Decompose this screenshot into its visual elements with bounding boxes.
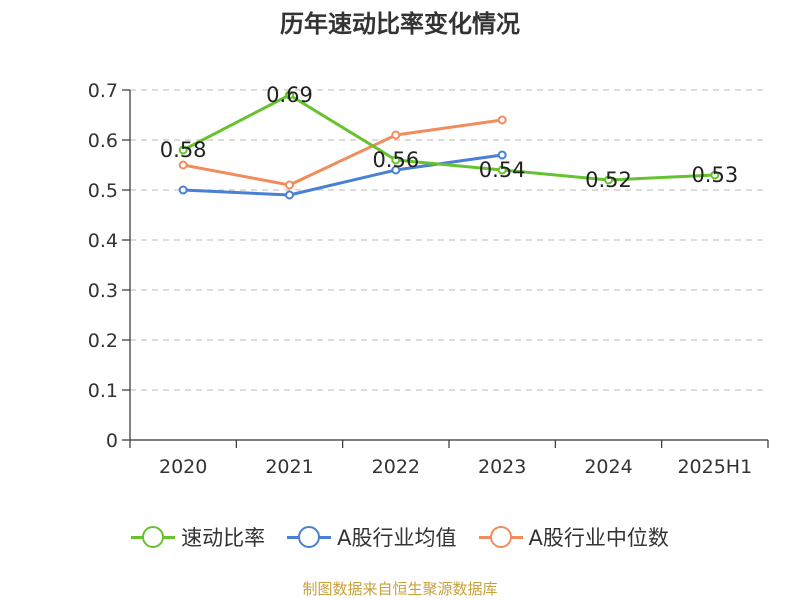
x-tick-label: 2023 [478,456,526,478]
data-point [178,160,188,170]
series-line [181,153,504,197]
data-point [497,115,507,125]
legend-item: A股行业中位数 [478,522,669,552]
series-line [181,93,717,182]
data-labels: 0.58 0.69 0.56 0.54 0.52 0.53 [160,83,738,192]
legend-swatch [131,524,176,550]
series-line [181,118,504,187]
data-label: 0.58 [160,138,207,162]
legend-item: A股行业均值 [287,522,457,552]
data-point [391,130,401,140]
grid-lines [130,89,768,391]
legend-label: A股行业中位数 [528,526,669,550]
data-point [285,190,294,200]
data-point [178,145,188,155]
y-tick-label: 0.7 [88,80,118,102]
data-point [178,185,188,195]
y-tick-label: 0.3 [88,280,118,302]
x-tick-label: 2022 [372,456,420,478]
data-point [710,170,720,180]
y-tick-label: 0.4 [88,230,118,252]
y-tick-label: 0.2 [88,330,118,352]
data-point [285,180,294,190]
y-tick-label: 0.6 [88,130,118,152]
legend-swatch [478,524,523,550]
data-point [497,150,507,160]
legend-swatch [287,524,332,550]
data-label: 0.53 [691,163,738,187]
data-label: 0.52 [585,168,632,192]
data-point [604,175,613,185]
x-tick-label: 2020 [159,456,207,478]
data-point [497,165,507,175]
legend-marker [298,526,321,548]
data-point [391,165,401,175]
legend-label: 速动比率 [181,526,266,550]
legend-item: 速动比率 [131,522,265,552]
x-tick-label: 2021 [265,456,313,478]
y-tick-label: 0 [106,430,118,452]
axes: 0 0.1 0.2 0.3 0.4 0.5 0.6 0.7 2020 2021 2022 2023 20… [88,80,769,478]
data-point [391,155,401,165]
source-note: 制图数据来自恒生聚源数据库 [302,580,498,598]
chart-title: 历年速动比率变化情况 [280,10,520,38]
data-label: 0.56 [372,148,419,172]
legend-marker [489,526,512,548]
legend-marker [142,526,165,548]
data-label: 0.54 [479,158,526,182]
data-point [285,90,294,100]
y-tick-label: 0.1 [88,380,118,402]
legend-label: A股行业均值 [337,526,457,550]
legend: 速动比率 A股行业均值 A股行业中位数 [0,522,800,552]
series-lines [178,90,720,200]
x-tick-label: 2024 [584,456,632,478]
y-tick-label: 0.5 [88,180,118,202]
x-tick-label: 2025H1 [677,456,752,478]
data-label: 0.69 [266,83,313,107]
